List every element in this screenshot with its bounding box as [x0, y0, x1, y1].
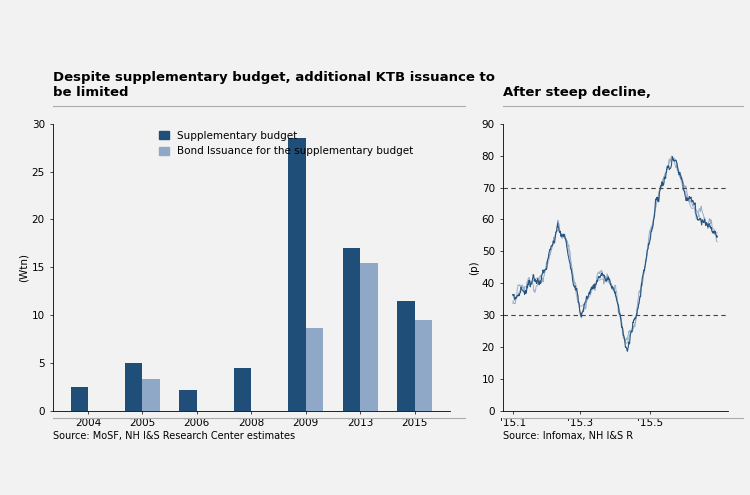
Bar	[179, 390, 196, 411]
Bar	[415, 320, 432, 411]
Bar	[142, 379, 160, 411]
Y-axis label: (Wtn): (Wtn)	[19, 253, 28, 282]
Text: Source: Infomax, NH I&S R: Source: Infomax, NH I&S R	[503, 431, 632, 441]
Bar	[343, 248, 360, 411]
Text: Source: MoSF, NH I&S Research Center estimates: Source: MoSF, NH I&S Research Center est…	[53, 431, 295, 441]
Y-axis label: (p): (p)	[469, 260, 479, 275]
Bar	[234, 368, 251, 411]
Legend: Supplementary budget, Bond Issuance for the supplementary budget: Supplementary budget, Bond Issuance for …	[157, 129, 416, 158]
Text: Despite supplementary budget, additional KTB issuance to
be limited: Despite supplementary budget, additional…	[53, 71, 494, 99]
Bar	[397, 301, 415, 411]
Text: After steep decline,: After steep decline,	[503, 86, 650, 99]
Bar	[360, 262, 377, 411]
Bar	[70, 387, 88, 411]
Bar	[306, 328, 323, 411]
Bar	[125, 363, 142, 411]
Bar	[288, 138, 306, 411]
